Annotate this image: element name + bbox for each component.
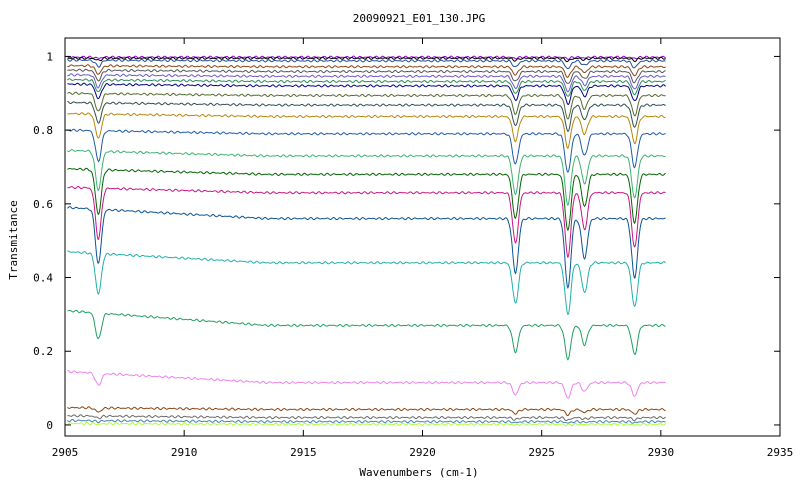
spectrum-series xyxy=(67,185,666,259)
x-tick-label: 2930 xyxy=(648,446,675,459)
spectrum-series xyxy=(67,78,666,97)
y-tick-label: 0.4 xyxy=(33,272,53,285)
ticks-layer: 2905 2910 2915 2920 2925 2930 2935 0 0.2 0.4 0.6 0.… xyxy=(33,38,793,459)
spectrum-series xyxy=(67,91,666,120)
spectrum-series xyxy=(67,58,666,70)
spectrum-series xyxy=(67,309,666,361)
spectrum-series xyxy=(67,206,666,290)
spectrum-series xyxy=(67,250,666,316)
x-tick-label: 2935 xyxy=(767,446,794,459)
spectrum-series xyxy=(67,100,666,132)
spectrum-series xyxy=(67,406,666,417)
spectrum-series xyxy=(67,56,666,63)
spectrum-series xyxy=(67,64,666,78)
spectrum-series xyxy=(67,167,666,232)
y-tick-label: 0.6 xyxy=(33,198,53,211)
y-tick-label: 0 xyxy=(46,419,53,432)
series-layer xyxy=(67,55,666,427)
x-tick-label: 2910 xyxy=(171,446,198,459)
spectrum-series xyxy=(67,414,666,422)
y-tick-label: 1 xyxy=(46,50,53,63)
x-tick-label: 2920 xyxy=(409,446,436,459)
spectrum-series xyxy=(67,422,666,427)
x-tick-label: 2925 xyxy=(528,446,555,459)
chart-title: 20090921_E01_130.JPG xyxy=(353,12,485,25)
x-tick-label: 2915 xyxy=(290,446,317,459)
x-axis-label: Wavenumbers (cm-1) xyxy=(359,466,478,479)
spectrum-series xyxy=(67,73,666,93)
x-tick-label: 2905 xyxy=(52,446,79,459)
y-axis-label: Transmitance xyxy=(7,200,20,279)
spectrum-series xyxy=(67,369,666,399)
spectrum-series xyxy=(67,419,666,424)
y-tick-label: 0.8 xyxy=(33,124,53,137)
plot-frame xyxy=(64,37,781,437)
spectrum-series xyxy=(67,112,666,149)
spectrum-series xyxy=(67,148,666,207)
spectrum-series xyxy=(67,68,666,84)
spectrum-series xyxy=(67,128,666,173)
spectrum-series xyxy=(67,82,666,105)
y-tick-label: 0.2 xyxy=(33,345,53,358)
